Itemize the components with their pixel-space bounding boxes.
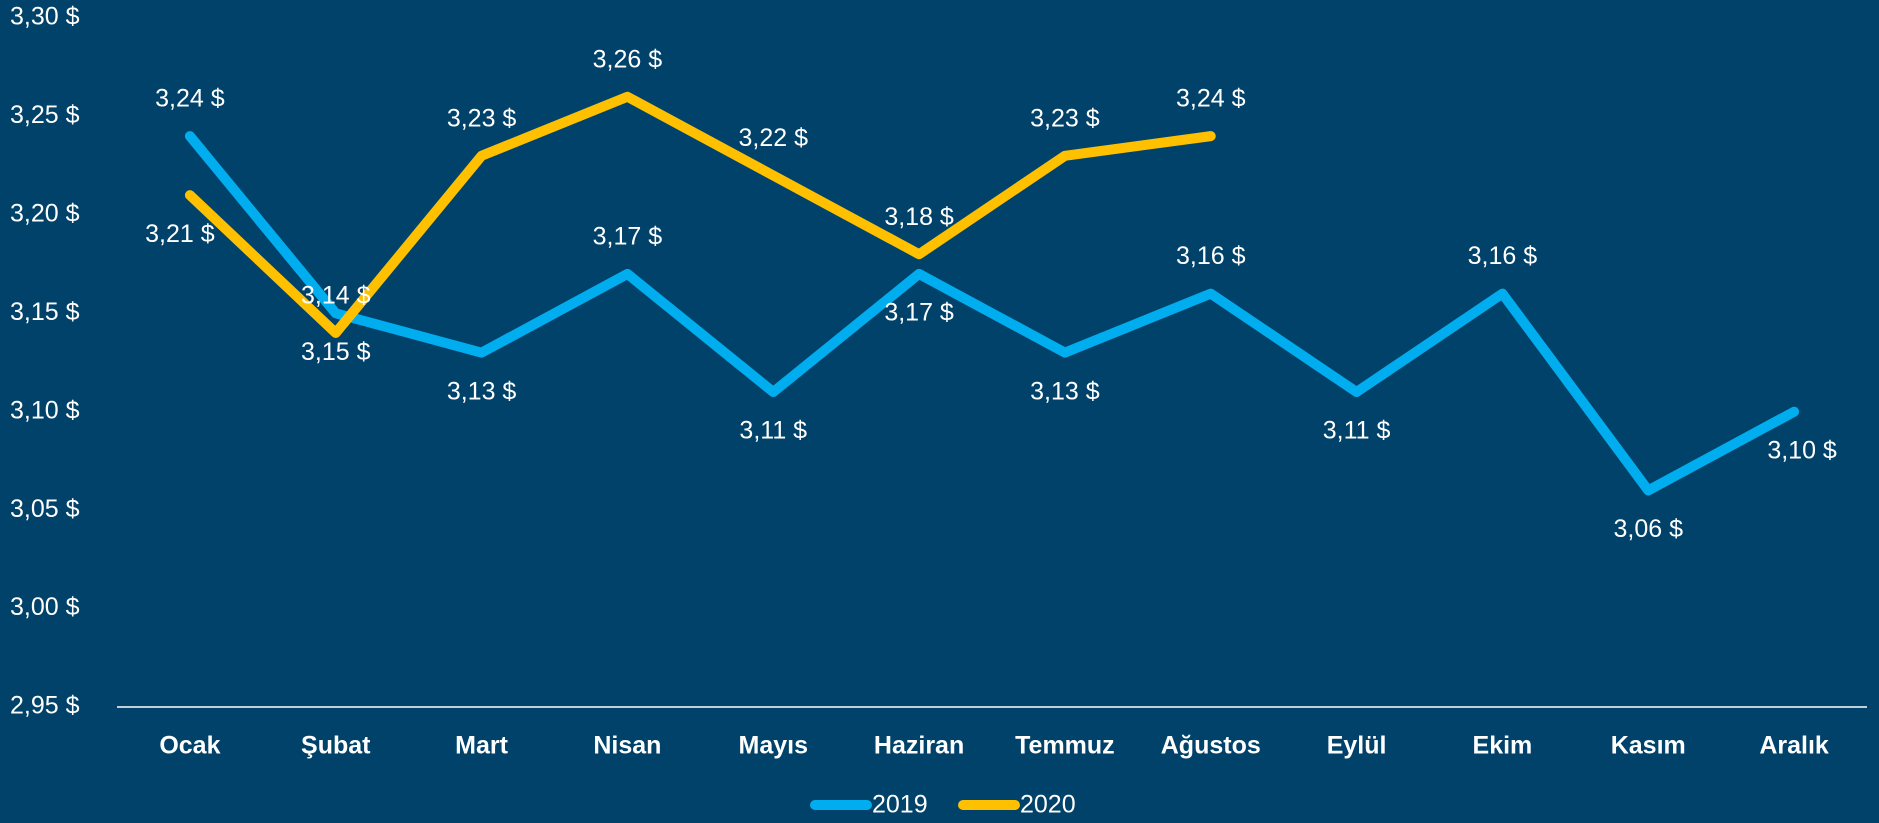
data-label: 3,18 $ — [884, 203, 954, 231]
legend-label: 2019 — [872, 791, 928, 819]
data-label: 3,11 $ — [739, 417, 807, 445]
x-tick-label: Aralık — [1759, 732, 1829, 760]
data-label: 3,24 $ — [155, 85, 225, 113]
y-tick-label: 2,95 $ — [10, 692, 80, 720]
data-label: 3,23 $ — [1030, 104, 1100, 132]
y-tick-label: 3,05 $ — [10, 495, 80, 523]
data-label: 3,23 $ — [447, 104, 517, 132]
x-tick-label: Ağustos — [1161, 732, 1261, 760]
data-label: 3,06 $ — [1613, 515, 1683, 543]
data-label: 3,22 $ — [738, 124, 808, 152]
data-label: 3,26 $ — [593, 45, 663, 73]
data-label: 3,16 $ — [1176, 242, 1246, 270]
data-label: 3,15 $ — [301, 338, 371, 366]
series-line — [184, 131, 1800, 496]
x-tick-label: Mart — [455, 732, 508, 760]
x-tick-label: Temmuz — [1015, 732, 1115, 760]
data-label: 3,13 $ — [1030, 377, 1100, 405]
y-tick-label: 3,10 $ — [10, 396, 80, 424]
x-tick-label: Haziran — [874, 732, 964, 760]
data-label: 3,11 $ — [1323, 417, 1391, 445]
data-label: 3,14 $ — [301, 282, 371, 310]
x-tick-label: Şubat — [301, 732, 371, 760]
data-label: 3,24 $ — [1176, 85, 1246, 113]
y-tick-label: 3,00 $ — [10, 593, 80, 621]
data-label: 3,10 $ — [1767, 436, 1837, 464]
x-tick-label: Ocak — [159, 732, 220, 760]
x-tick-label: Kasım — [1611, 732, 1686, 760]
y-tick-label: 3,20 $ — [10, 199, 80, 227]
x-tick-label: Nisan — [593, 732, 661, 760]
data-label: 3,16 $ — [1468, 242, 1538, 270]
series-line — [184, 91, 1216, 338]
data-label: 3,21 $ — [145, 220, 215, 248]
y-tick-label: 3,25 $ — [10, 101, 80, 129]
y-tick-label: 3,15 $ — [10, 298, 80, 326]
legend-label: 2020 — [1020, 791, 1076, 819]
x-tick-label: Ekim — [1473, 732, 1533, 760]
data-label: 3,13 $ — [447, 377, 517, 405]
data-label: 3,17 $ — [884, 299, 954, 327]
data-label: 3,17 $ — [593, 223, 663, 251]
x-tick-label: Eylül — [1327, 732, 1387, 760]
x-tick-label: Mayıs — [739, 732, 808, 760]
y-tick-label: 3,30 $ — [10, 3, 80, 31]
